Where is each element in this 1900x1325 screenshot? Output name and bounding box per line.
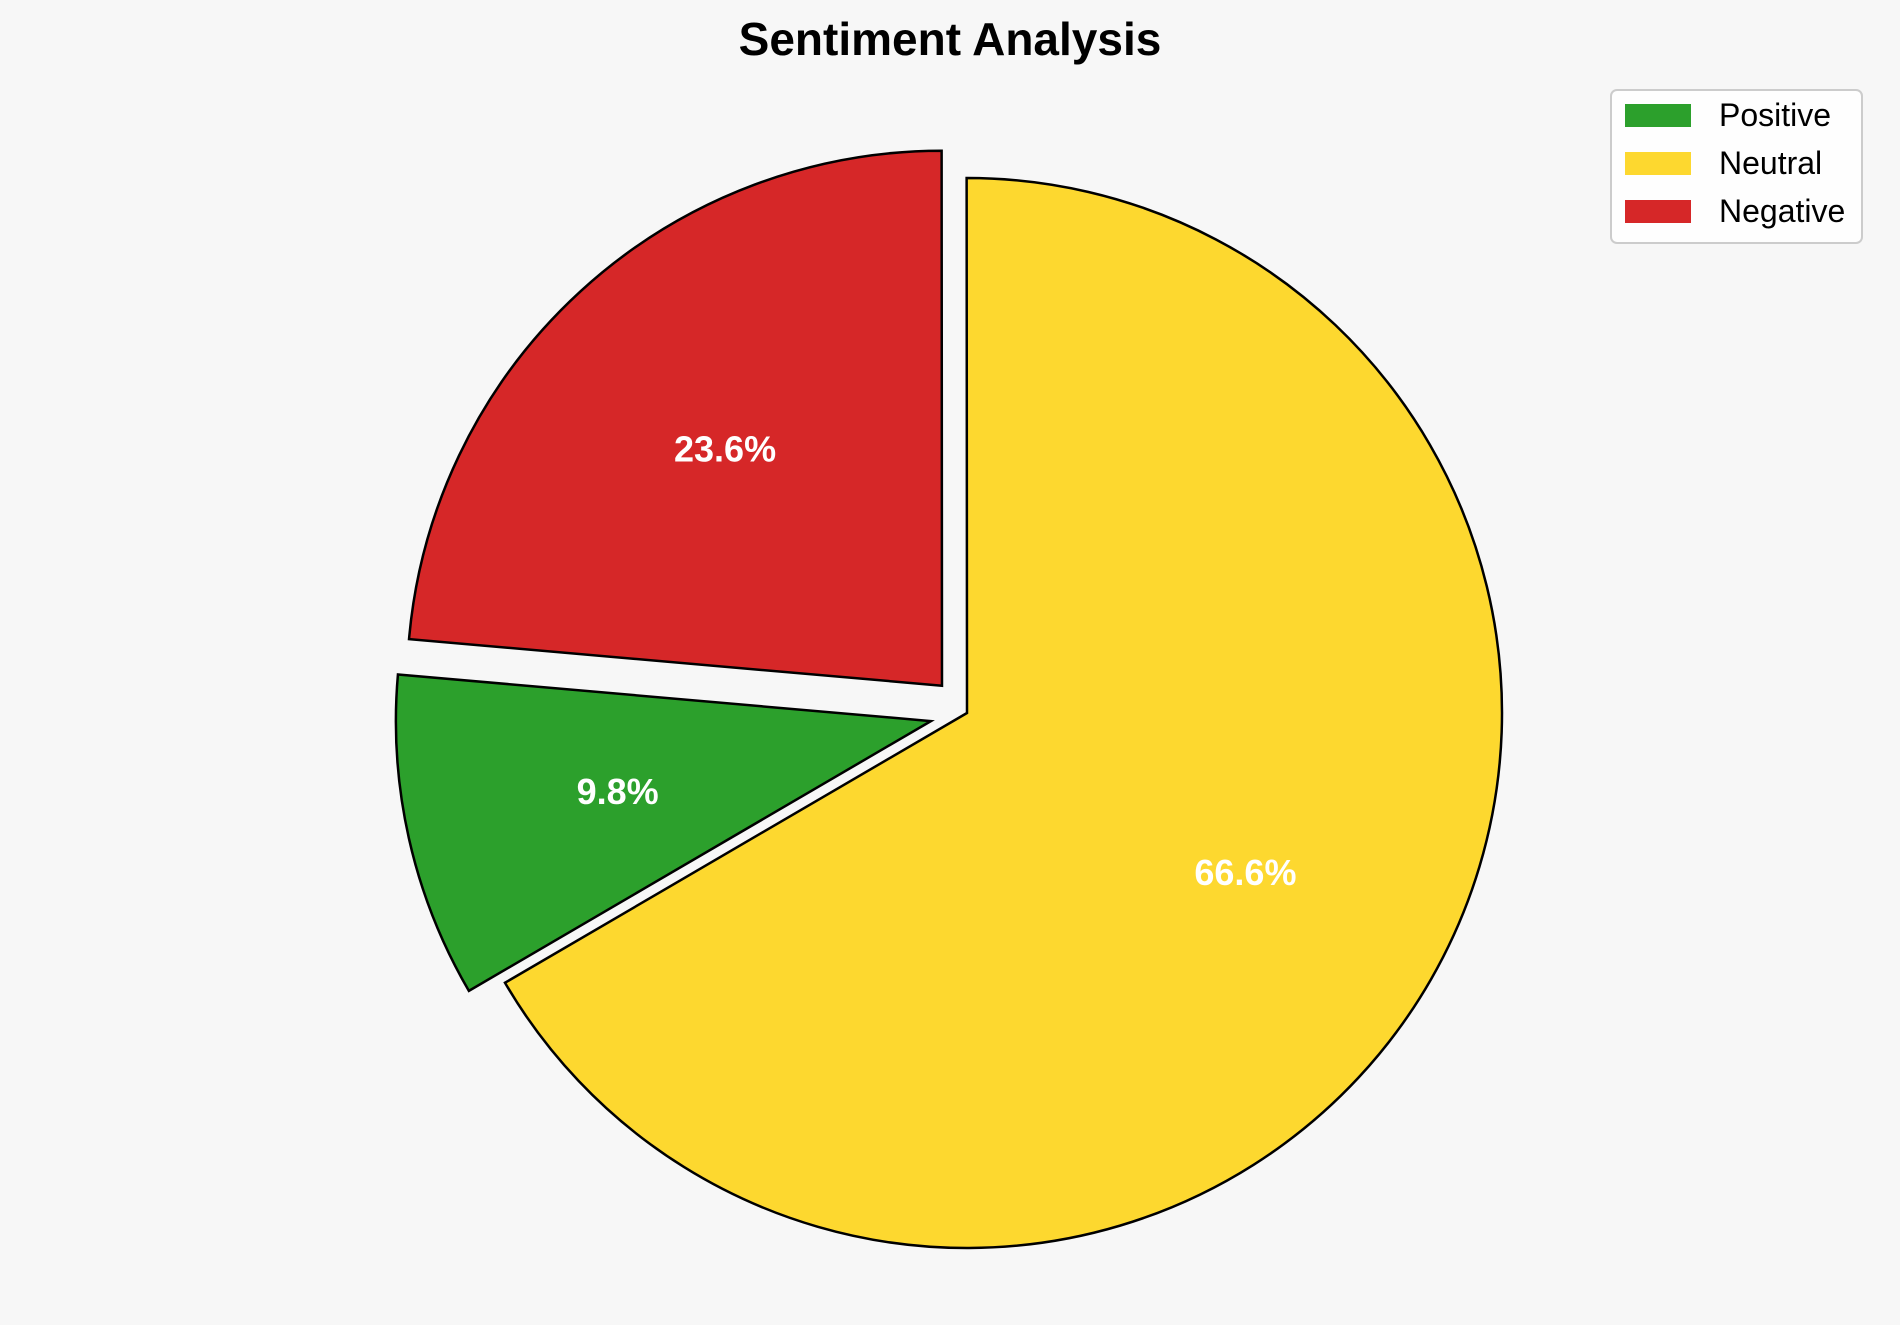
pie-slices [394, 149, 1504, 1250]
legend: Positive Neutral Negative [1610, 89, 1863, 244]
slice-label-negative: 23.6% [674, 429, 776, 470]
legend-items: Positive Neutral Negative [1625, 97, 1845, 229]
slice-label-neutral: 66.6% [1194, 852, 1296, 893]
legend-label-positive: Positive [1719, 97, 1831, 133]
pie-slice-negative [407, 149, 944, 688]
legend-swatch-negative [1625, 200, 1691, 223]
chart-title: Sentiment Analysis [739, 13, 1162, 65]
legend-label-negative: Negative [1719, 193, 1845, 229]
pie-slice-positive [394, 673, 935, 993]
legend-swatch-neutral [1625, 152, 1691, 175]
slice-label-positive: 9.8% [577, 771, 659, 812]
legend-swatch-positive [1625, 104, 1691, 127]
legend-label-neutral: Neutral [1719, 145, 1822, 181]
pie-slice-labels: 9.8% 66.6% 23.6% [577, 429, 1297, 894]
pie-slice-neutral [503, 176, 1504, 1250]
